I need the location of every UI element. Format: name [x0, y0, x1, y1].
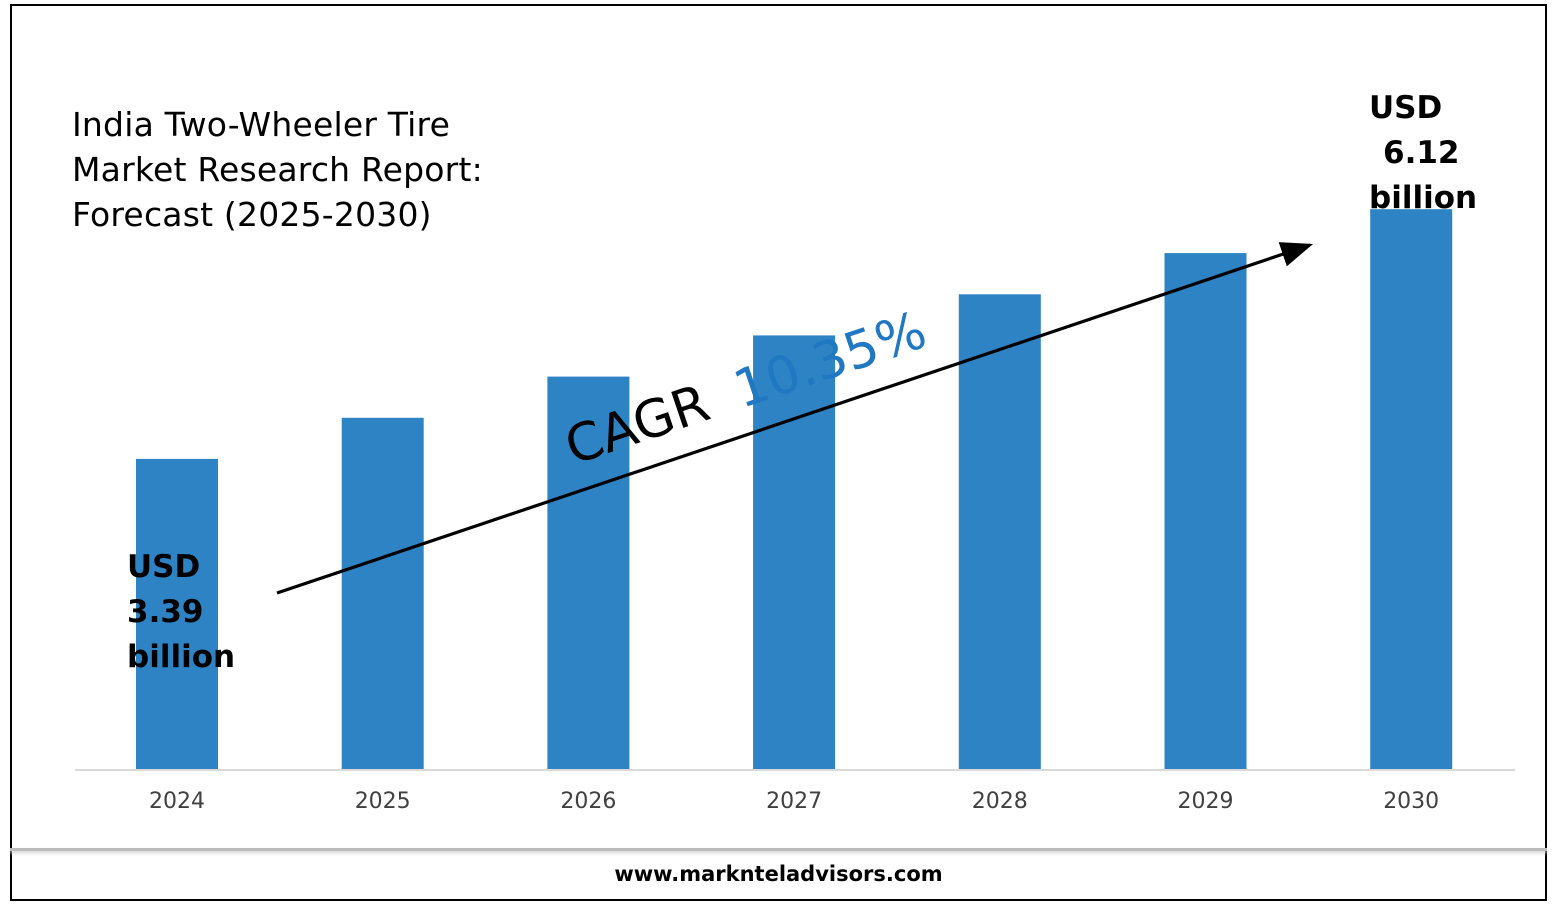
bar-2026: [547, 376, 630, 769]
x-tick-label-2027: 2027: [766, 789, 822, 814]
data-label-2024-line-3: billion: [127, 639, 235, 675]
footer-url: www.marknteladvisors.com: [614, 862, 943, 886]
x-tick-label-2030: 2030: [1383, 789, 1439, 814]
x-tick-label-2029: 2029: [1178, 789, 1234, 814]
data-label-2024-line-2: 3.39: [127, 594, 204, 630]
data-label-2030-line-1: USD: [1369, 90, 1442, 126]
x-tick-label-2025: 2025: [355, 789, 411, 814]
x-tick-label-2028: 2028: [972, 789, 1028, 814]
data-label-2030: USD 6.12 billion: [1369, 90, 1477, 216]
bar-2028: [958, 294, 1041, 769]
title-line-1: India Two-Wheeler Tire: [72, 105, 451, 144]
bar-2029: [1164, 253, 1247, 770]
bar-2027: [753, 335, 836, 769]
data-label-2030-line-3: billion: [1369, 180, 1477, 216]
data-label-2024-line-1: USD: [127, 549, 200, 585]
bar-2025: [341, 417, 424, 769]
title-line-3: Forecast (2025-2030): [72, 195, 432, 234]
bar-2030: [1370, 209, 1453, 769]
trend-arrow: [276, 242, 1314, 595]
data-label-2024: USD 3.39 billion: [127, 549, 235, 675]
data-label-2030-line-2: 6.12: [1383, 135, 1460, 171]
bar-2024: [136, 458, 218, 769]
x-tick-label-2026: 2026: [560, 789, 616, 814]
x-tick-label-2024: 2024: [149, 789, 205, 814]
footer-divider: [10, 848, 1547, 851]
chart-title: India Two-Wheeler Tire Market Research R…: [72, 102, 483, 237]
title-line-2: Market Research Report:: [72, 150, 483, 189]
